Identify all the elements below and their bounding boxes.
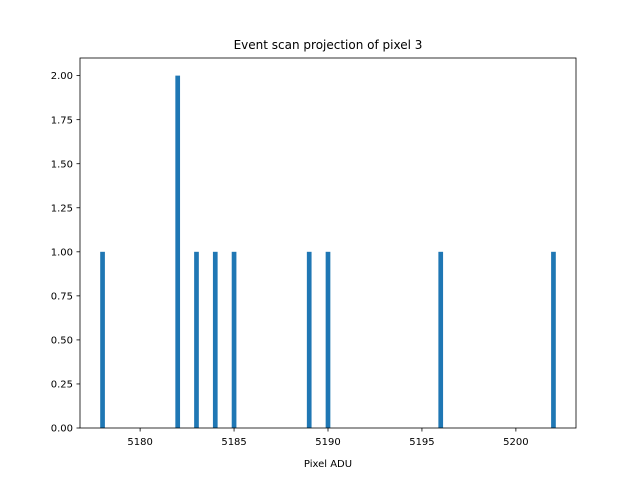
histogram-bar — [231, 251, 237, 428]
x-tick-label: 5190 — [315, 437, 340, 448]
y-tick-label: 0.75 — [51, 291, 73, 302]
y-tick-label: 2.00 — [51, 71, 73, 82]
y-axis-ticks: 0.00 0.25 0.50 0.75 1.00 1.25 1.50 1.75 2.00 — [51, 71, 80, 435]
chart-title: Event scan projection of pixel 3 — [234, 38, 423, 52]
plot-frame — [79, 57, 577, 429]
x-tick-label: 5185 — [221, 437, 246, 448]
y-tick-label: 1.25 — [51, 203, 73, 214]
histogram-bar — [194, 251, 199, 428]
x-axis-label: Pixel ADU — [304, 459, 352, 470]
bar-group — [100, 75, 556, 428]
y-tick-label: 0.50 — [51, 336, 73, 347]
x-tick-label: 5200 — [503, 437, 528, 448]
y-tick-label: 1.50 — [51, 159, 73, 170]
y-tick-label: 0.00 — [51, 424, 73, 435]
x-axis-ticks: 5180 5185 5190 5195 5200 — [127, 428, 529, 448]
y-tick-label: 1.00 — [51, 247, 73, 258]
histogram-bar — [175, 75, 181, 428]
histogram-bar — [551, 251, 556, 428]
x-tick-label: 5195 — [409, 437, 434, 448]
histogram-bar — [438, 251, 444, 428]
histogram-bar — [306, 251, 312, 428]
histogram-bar — [212, 251, 218, 428]
x-tick-label: 5180 — [127, 437, 152, 448]
histogram-bar — [100, 251, 105, 428]
histogram-bar — [325, 251, 331, 428]
y-tick-label: 0.25 — [51, 380, 73, 391]
y-tick-label: 1.75 — [51, 115, 73, 126]
